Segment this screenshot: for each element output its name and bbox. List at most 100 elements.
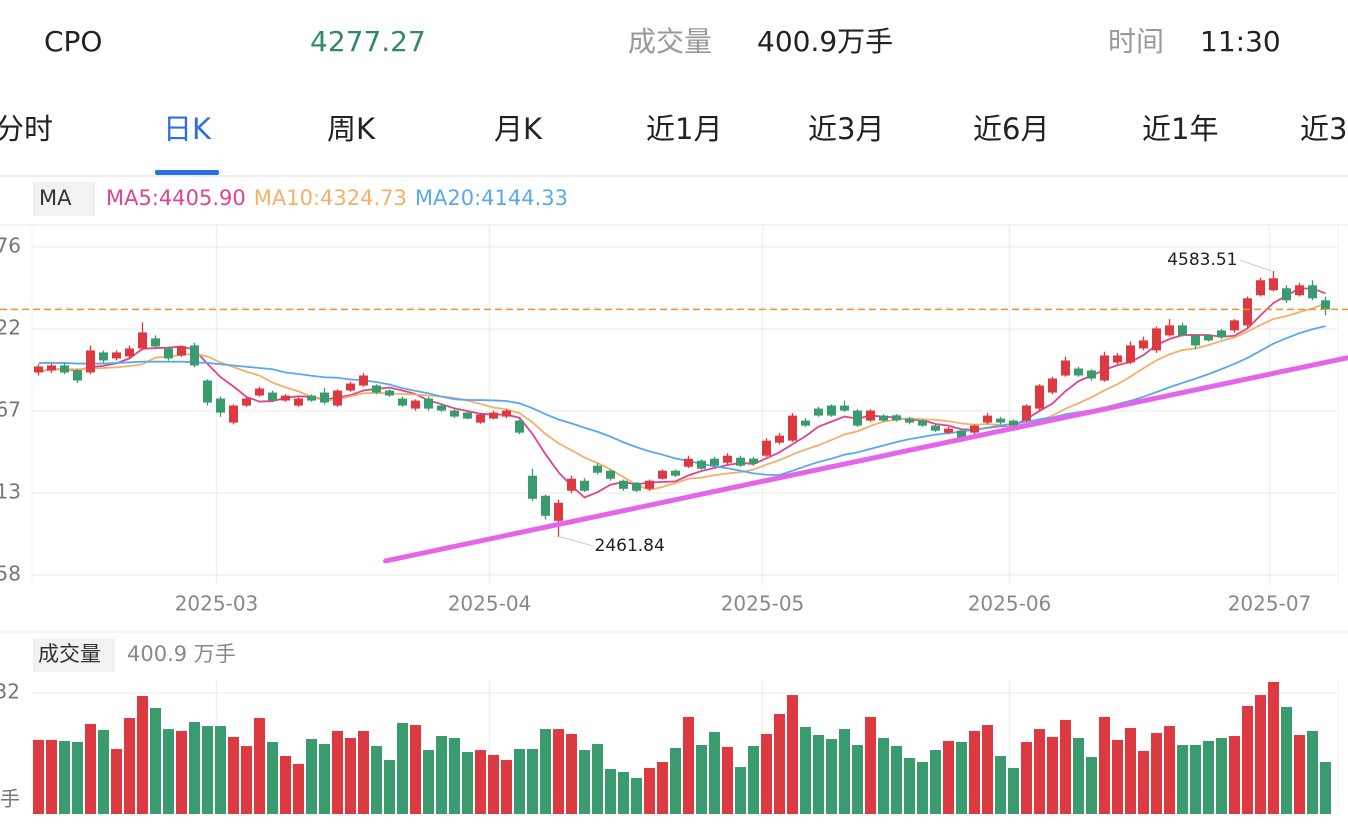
volume-bar [1099, 716, 1110, 814]
volume-bar [956, 742, 967, 814]
candle-body [1282, 288, 1291, 301]
tab[interactable]: 月K [494, 112, 543, 146]
candle-body [73, 370, 82, 381]
candle-body [1269, 278, 1278, 291]
legend-entry: MA20:4144.33 [415, 186, 568, 210]
volume-bar [813, 735, 824, 814]
volume-title: 成交量 [38, 642, 101, 666]
volume-bar [1294, 735, 1305, 814]
candle-body [918, 420, 927, 426]
volume-bar [1021, 742, 1032, 814]
candle-body [411, 400, 420, 409]
candle-body [1230, 320, 1239, 331]
volume-bar [618, 771, 629, 814]
volume-bar [436, 736, 447, 814]
volume-bar [423, 750, 434, 814]
candle-body [944, 428, 953, 433]
volume-value: 400.9万手 [757, 25, 893, 58]
volume-bar [1320, 761, 1331, 814]
max-pointer [1239, 259, 1272, 272]
ma-line [38, 302, 1326, 491]
volume-bar [1268, 681, 1279, 814]
candle-body [775, 435, 784, 443]
volume-bar [1177, 744, 1188, 814]
candle-body [1113, 355, 1122, 363]
volume-bar [943, 740, 954, 814]
candle-body [1009, 420, 1018, 426]
volume-bar [150, 708, 161, 814]
tab[interactable]: 日K [163, 112, 212, 146]
volume-bar [189, 722, 200, 814]
tab[interactable]: 近3月 [808, 112, 884, 146]
tab[interactable]: 近1月 [646, 112, 722, 146]
x-tick-label: 2025-07 [1228, 592, 1312, 616]
volume-bar [1138, 750, 1149, 814]
volume-bar [683, 716, 694, 814]
candle-body [892, 415, 901, 421]
candle-body [125, 348, 134, 357]
candle-body [1126, 345, 1135, 363]
candle-body [47, 365, 56, 371]
candle-body [541, 495, 550, 516]
volume-bar [1151, 733, 1162, 814]
legend-entry: MA5:4405.90 [106, 186, 246, 210]
volume-bar [202, 726, 213, 814]
candle-body [762, 440, 771, 456]
volume-bar [696, 744, 707, 814]
x-tick-label: 2025-06 [968, 592, 1052, 616]
candle-body [437, 405, 446, 411]
candle-body [931, 425, 940, 431]
tab[interactable]: 周K [327, 112, 376, 146]
volume-bar [1190, 744, 1201, 814]
volume-bar [1281, 706, 1292, 814]
volume-bar [540, 729, 551, 814]
volume-current: 400.9 万手 [127, 642, 236, 666]
volume-bar [1125, 727, 1136, 814]
volume-bar [267, 742, 278, 814]
indicator: MA [39, 186, 72, 210]
indicator-box [33, 182, 95, 216]
candle-body [164, 348, 173, 359]
candle-body [1204, 335, 1213, 341]
volume-bar [891, 746, 902, 814]
candle-body [1191, 335, 1200, 346]
tab[interactable]: 近6月 [973, 112, 1049, 146]
candle-body [1295, 285, 1304, 296]
tab[interactable]: 分时 [0, 112, 53, 146]
volume-bar [774, 713, 785, 814]
volume-bar [553, 729, 564, 814]
stock-name: CPO [44, 25, 102, 58]
candle-body [307, 395, 316, 401]
volume-bar [358, 730, 369, 814]
volume-bar [800, 726, 811, 814]
volume-bar [839, 729, 850, 814]
volume-bar [215, 726, 226, 814]
candle-body [424, 398, 433, 409]
candle-body [476, 414, 485, 423]
volume-bar [332, 730, 343, 814]
candle-body [151, 338, 160, 347]
volume-bar [163, 729, 174, 814]
volume-bar [124, 718, 135, 814]
candle-body [528, 475, 537, 499]
candle-body [463, 412, 472, 419]
candle-body [489, 412, 498, 419]
volume-bar [397, 722, 408, 814]
candle-body [970, 425, 979, 433]
candle-body [502, 410, 511, 417]
volume-bar [280, 756, 291, 814]
volume-bar [111, 749, 122, 814]
candle-body [294, 398, 303, 406]
tab[interactable]: 近1年 [1142, 112, 1218, 146]
candle-body [580, 480, 589, 491]
candle-body [255, 388, 264, 396]
volume-bar [293, 763, 304, 814]
volume-bar [1060, 719, 1071, 814]
candle-body [385, 390, 394, 396]
min-pointer [560, 536, 593, 547]
volume-bar [930, 750, 941, 814]
candle-body [658, 470, 667, 479]
volume-bar [488, 754, 499, 814]
candle-body [1139, 340, 1148, 349]
tab[interactable]: 近3 [1300, 112, 1347, 146]
